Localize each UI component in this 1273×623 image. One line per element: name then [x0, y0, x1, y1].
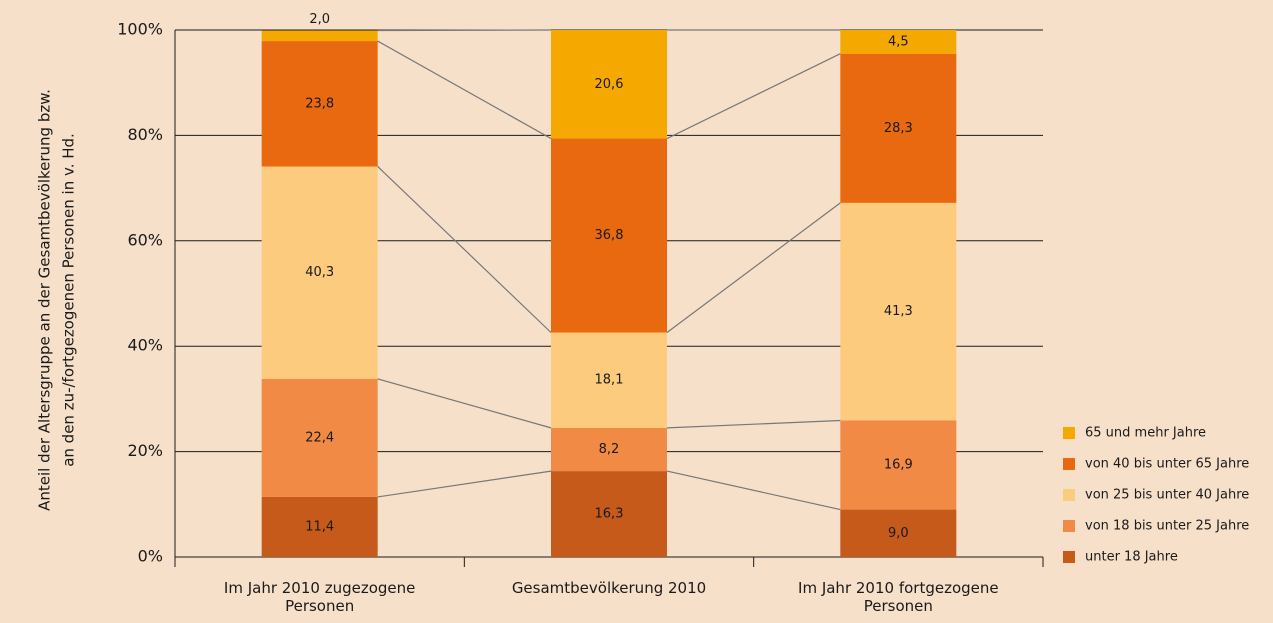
- value-label: 18,1: [595, 373, 624, 388]
- value-label: 16,9: [884, 458, 913, 473]
- connector-line: [666, 53, 841, 140]
- y-axis-title: Anteil der Altersgruppe an der Gesamtbev…: [36, 89, 54, 511]
- value-label: 36,8: [595, 228, 624, 243]
- legend-swatch: [1063, 489, 1075, 501]
- bar-segment: [551, 138, 667, 333]
- x-tick-label: Im Jahr 2010 zugezogene Personen: [223, 579, 416, 615]
- x-tick-label: Gesamtbevölkerung 2010: [511, 579, 707, 597]
- connector-line: [377, 166, 552, 333]
- value-label: 41,3: [884, 304, 913, 319]
- y-tick-label: 100%: [117, 20, 163, 39]
- bar-segment: [261, 496, 378, 557]
- connector-line: [666, 202, 841, 333]
- y-tick-label: 80%: [127, 125, 163, 144]
- y-tick-label: 0%: [138, 547, 163, 566]
- bar-segment: [261, 378, 378, 497]
- legend-swatch: [1063, 520, 1075, 532]
- value-label: 23,8: [305, 96, 334, 111]
- bar-segment: [551, 30, 667, 139]
- connector-line: [377, 378, 552, 429]
- legend-label: von 25 bis unter 40 Jahre: [1085, 488, 1249, 503]
- y-axis-title: an den zu-/fortgezogenen Personen in v. …: [60, 133, 78, 467]
- value-label: 28,3: [884, 121, 913, 136]
- value-label: 8,2: [599, 442, 620, 457]
- legend-label: unter 18 Jahre: [1085, 550, 1178, 565]
- y-tick-label: 20%: [127, 441, 163, 460]
- bar-segment: [840, 202, 957, 421]
- connector-line: [377, 29, 552, 32]
- bar-segment: [840, 53, 957, 203]
- connector-line: [377, 470, 552, 498]
- bar-segment: [840, 509, 957, 557]
- value-label: 9,0: [888, 526, 909, 541]
- value-label: 4,5: [888, 34, 909, 49]
- bar-segment: [261, 166, 378, 379]
- legend-swatch: [1063, 458, 1075, 470]
- value-label: 16,3: [595, 507, 624, 522]
- bar-segment: [551, 471, 667, 557]
- bar-segment: [551, 332, 667, 428]
- y-tick-label: 40%: [127, 336, 163, 355]
- legend-label: von 40 bis unter 65 Jahre: [1085, 457, 1249, 472]
- legend-swatch: [1063, 427, 1075, 439]
- legend-swatch: [1063, 551, 1075, 563]
- connector-line: [666, 419, 841, 429]
- bar-segment: [261, 41, 378, 167]
- value-label: 11,4: [305, 519, 334, 534]
- x-tick-label: Im Jahr 2010 fortgezogene Personen: [798, 579, 999, 615]
- bar-segment: [261, 30, 378, 42]
- bar-segment: [840, 420, 957, 510]
- bar-segment: [551, 427, 667, 472]
- legend-label: 65 und mehr Jahre: [1085, 426, 1206, 441]
- connector-line: [377, 40, 552, 140]
- y-tick-label: 60%: [127, 230, 163, 249]
- value-label: 2,0: [309, 12, 330, 27]
- value-label: 40,3: [305, 265, 334, 280]
- value-label: 22,4: [305, 430, 334, 445]
- legend-label: von 18 bis unter 25 Jahre: [1085, 519, 1249, 534]
- bar-segment: [840, 30, 957, 54]
- value-label: 20,6: [595, 77, 624, 92]
- connector-line: [666, 470, 841, 511]
